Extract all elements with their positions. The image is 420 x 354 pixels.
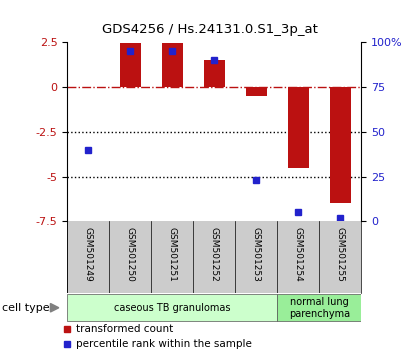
Text: GSM501249: GSM501249 <box>84 227 93 282</box>
Bar <box>67 294 277 321</box>
Bar <box>330 87 351 204</box>
Text: GSM501254: GSM501254 <box>294 227 303 282</box>
Text: normal lung
parenchyma: normal lung parenchyma <box>289 297 350 319</box>
Bar <box>204 61 225 87</box>
Text: GSM501255: GSM501255 <box>336 227 345 282</box>
Text: caseous TB granulomas: caseous TB granulomas <box>114 303 231 313</box>
Bar <box>277 294 361 321</box>
Bar <box>162 44 183 87</box>
Text: cell type: cell type <box>2 303 50 313</box>
Text: GSM501251: GSM501251 <box>168 227 177 282</box>
Text: GSM501253: GSM501253 <box>252 227 261 282</box>
Text: transformed count: transformed count <box>76 324 173 334</box>
Bar <box>288 87 309 168</box>
Text: GSM501250: GSM501250 <box>126 227 135 282</box>
Bar <box>120 44 141 87</box>
Text: GDS4256 / Hs.24131.0.S1_3p_at: GDS4256 / Hs.24131.0.S1_3p_at <box>102 23 318 36</box>
Bar <box>246 87 267 96</box>
Text: percentile rank within the sample: percentile rank within the sample <box>76 339 252 349</box>
Text: GSM501252: GSM501252 <box>210 227 219 282</box>
